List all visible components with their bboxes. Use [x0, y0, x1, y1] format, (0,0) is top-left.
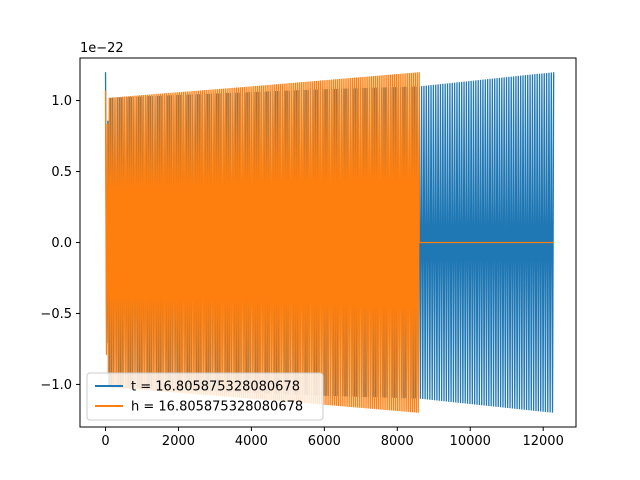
- x-tick-label: 6000: [308, 434, 341, 449]
- legend-label: h = 16.805875328080678: [131, 400, 303, 415]
- y-tick-label: 1.0: [51, 94, 72, 109]
- x-tick-label: 8000: [381, 434, 414, 449]
- legend-label: t = 16.805875328080678: [131, 380, 300, 395]
- y-tick-label: 0.0: [51, 236, 72, 251]
- x-tick-label: 10000: [450, 434, 491, 449]
- y-tick-label: −0.5: [40, 307, 72, 322]
- y-tick-label: 0.5: [51, 165, 72, 180]
- legend: t = 16.805875328080678 h = 16.80587532808…: [86, 372, 324, 421]
- y-tick-label: −1.0: [40, 378, 72, 393]
- y-axis: −1.0 −0.5 0.0 0.5 1.0: [40, 94, 80, 393]
- series-layer: [104, 72, 555, 413]
- legend-box: [86, 372, 324, 421]
- x-axis: 0 2000 4000 6000 8000 10000 12000: [101, 427, 564, 449]
- x-tick-label: 12000: [522, 434, 563, 449]
- series-line-1: [104, 72, 554, 413]
- x-tick-label: 4000: [235, 434, 268, 449]
- y-offset-label: 1e−22: [80, 41, 124, 56]
- x-tick-label: 0: [101, 434, 109, 449]
- x-tick-label: 2000: [162, 434, 195, 449]
